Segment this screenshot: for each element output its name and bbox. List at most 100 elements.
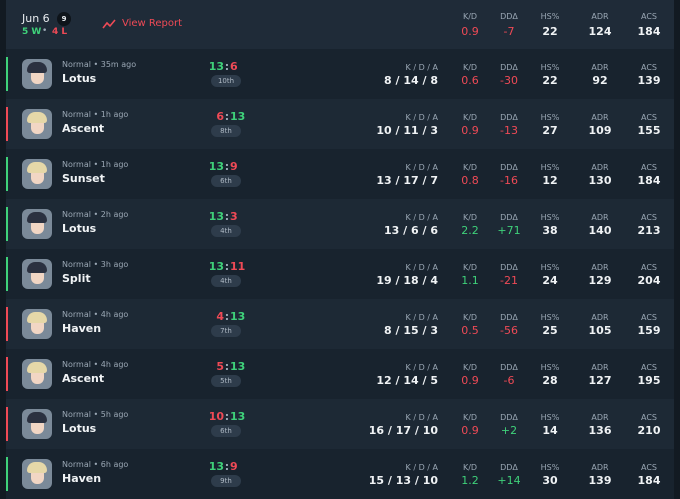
hs-label: HS% <box>540 363 560 372</box>
adr-label: ADR <box>591 463 609 472</box>
stat-value: 184 <box>637 25 661 38</box>
kda-value: 15 / 13 / 10 <box>368 474 438 487</box>
stat-label: HS% <box>540 12 560 21</box>
kd-label: K/D <box>462 113 478 122</box>
kd-label: K/D <box>462 213 478 222</box>
map-name: Split <box>62 272 91 285</box>
adr-value: 105 <box>588 324 612 337</box>
kda-value: 19 / 18 / 4 <box>376 274 438 287</box>
acs-value: 195 <box>637 374 661 387</box>
score-sep: : <box>224 60 230 73</box>
score-enemy: 13 <box>230 110 246 123</box>
hs-label: HS% <box>540 463 560 472</box>
adr-label: ADR <box>591 263 609 272</box>
placement: 7th <box>211 325 241 337</box>
kda-value: 13 / 17 / 7 <box>376 174 438 187</box>
score-ally: 13 <box>208 210 224 223</box>
adr-label: ADR <box>591 113 609 122</box>
match-row[interactable]: Normal • 3h ago Split 13:11 4th K / D / A 19 … <box>6 249 674 299</box>
avatar-hair <box>27 112 47 123</box>
acs-value: 155 <box>637 124 661 137</box>
hs-value: 22 <box>542 74 558 87</box>
kd-label: K/D <box>462 463 478 472</box>
score-enemy: 13 <box>230 360 246 373</box>
match-row[interactable]: Normal • 6h ago Haven 13:9 9th K / D / A 15 /… <box>6 449 674 499</box>
map-name: Haven <box>62 472 102 485</box>
kda-label: K / D / A <box>405 213 438 222</box>
dd-label: DDΔ <box>500 113 518 122</box>
kd-value: 0.8 <box>461 174 479 187</box>
mode-time: Normal • 35m ago <box>62 60 137 69</box>
agent-avatar <box>22 359 52 389</box>
placement: 10th <box>211 75 241 87</box>
match-row[interactable]: Normal • 5h ago Lotus 10:13 6th K / D / A 16 … <box>6 399 674 449</box>
hs-value: 14 <box>542 424 558 437</box>
kda-value: 16 / 17 / 10 <box>368 424 438 437</box>
score-ally: 5 <box>216 360 224 373</box>
map-name: Haven <box>62 322 102 335</box>
mode-time: Normal • 6h ago <box>62 460 129 469</box>
stat-label: DDΔ <box>500 12 518 21</box>
match-row[interactable]: Normal • 4h ago Ascent 5:13 5th K / D / A 12 … <box>6 349 674 399</box>
dd-value: -6 <box>503 374 515 387</box>
view-report[interactable]: View Report <box>122 18 183 29</box>
kda-label: K / D / A <box>405 63 438 72</box>
result-bar <box>6 357 8 391</box>
result-bar <box>6 457 8 491</box>
kd-value: 0.6 <box>461 74 479 87</box>
hs-label: HS% <box>540 63 560 72</box>
match-row[interactable]: Normal • 1h ago Sunset 13:9 6th K / D / A 13 … <box>6 149 674 199</box>
result-bar <box>6 257 8 291</box>
kda-label: K / D / A <box>405 113 438 122</box>
match-row[interactable]: Normal • 2h ago Lotus 13:3 4th K / D / A 13 /… <box>6 199 674 249</box>
map-name: Lotus <box>62 222 97 235</box>
kda-label: K / D / A <box>405 163 438 172</box>
mode-time: Normal • 5h ago <box>62 410 129 419</box>
match-row[interactable]: Normal • 1h ago Ascent 6:13 8th K / D / A 10 … <box>6 99 674 149</box>
dd-value: +14 <box>497 474 521 487</box>
mode-time: Normal • 4h ago <box>62 310 129 319</box>
acs-label: ACS <box>641 263 657 272</box>
kda-value: 13 / 6 / 6 <box>384 224 438 237</box>
kd-label: K/D <box>462 263 478 272</box>
acs-label: ACS <box>641 313 657 322</box>
adr-label: ADR <box>591 213 609 222</box>
avatar-hair <box>27 262 47 273</box>
acs-label: ACS <box>641 63 657 72</box>
placement: 6th <box>211 175 241 187</box>
acs-value: 139 <box>637 74 661 87</box>
acs-label: ACS <box>641 163 657 172</box>
hs-label: HS% <box>540 263 560 272</box>
placement: 8th <box>211 125 241 137</box>
agent-avatar <box>22 459 52 489</box>
score-enemy: 13 <box>230 410 246 423</box>
adr-value: 109 <box>588 124 612 137</box>
adr-label: ADR <box>591 163 609 172</box>
adr-value: 92 <box>592 74 608 87</box>
placement: 4th <box>211 225 241 237</box>
match-row[interactable]: Normal • 35m ago Lotus 13:6 10th K / D / A 8 … <box>6 49 674 99</box>
avatar-hair <box>27 212 47 223</box>
acs-label: ACS <box>641 213 657 222</box>
acs-value: 184 <box>637 174 661 187</box>
avatar-hair <box>27 162 47 173</box>
acs-label: ACS <box>641 363 657 372</box>
adr-value: 136 <box>588 424 612 437</box>
score-sep: : <box>224 460 230 473</box>
dd-value: -30 <box>500 74 518 87</box>
adr-value: 127 <box>588 374 612 387</box>
map-name: Ascent <box>62 372 105 385</box>
mode-time: Normal • 1h ago <box>62 110 129 119</box>
match-row[interactable]: Normal • 4h ago Haven 4:13 7th K / D / A 8 / … <box>6 299 674 349</box>
agent-avatar <box>22 409 52 439</box>
stat-label: ADR <box>591 12 609 21</box>
mode-time: Normal • 4h ago <box>62 360 129 369</box>
hs-label: HS% <box>540 163 560 172</box>
acs-label: ACS <box>641 113 657 122</box>
kd-value: 1.2 <box>461 474 479 487</box>
mode-time: Normal • 1h ago <box>62 160 129 169</box>
dd-value: -16 <box>500 174 518 187</box>
score-sep: : <box>224 410 230 423</box>
placement: 9th <box>211 475 241 487</box>
